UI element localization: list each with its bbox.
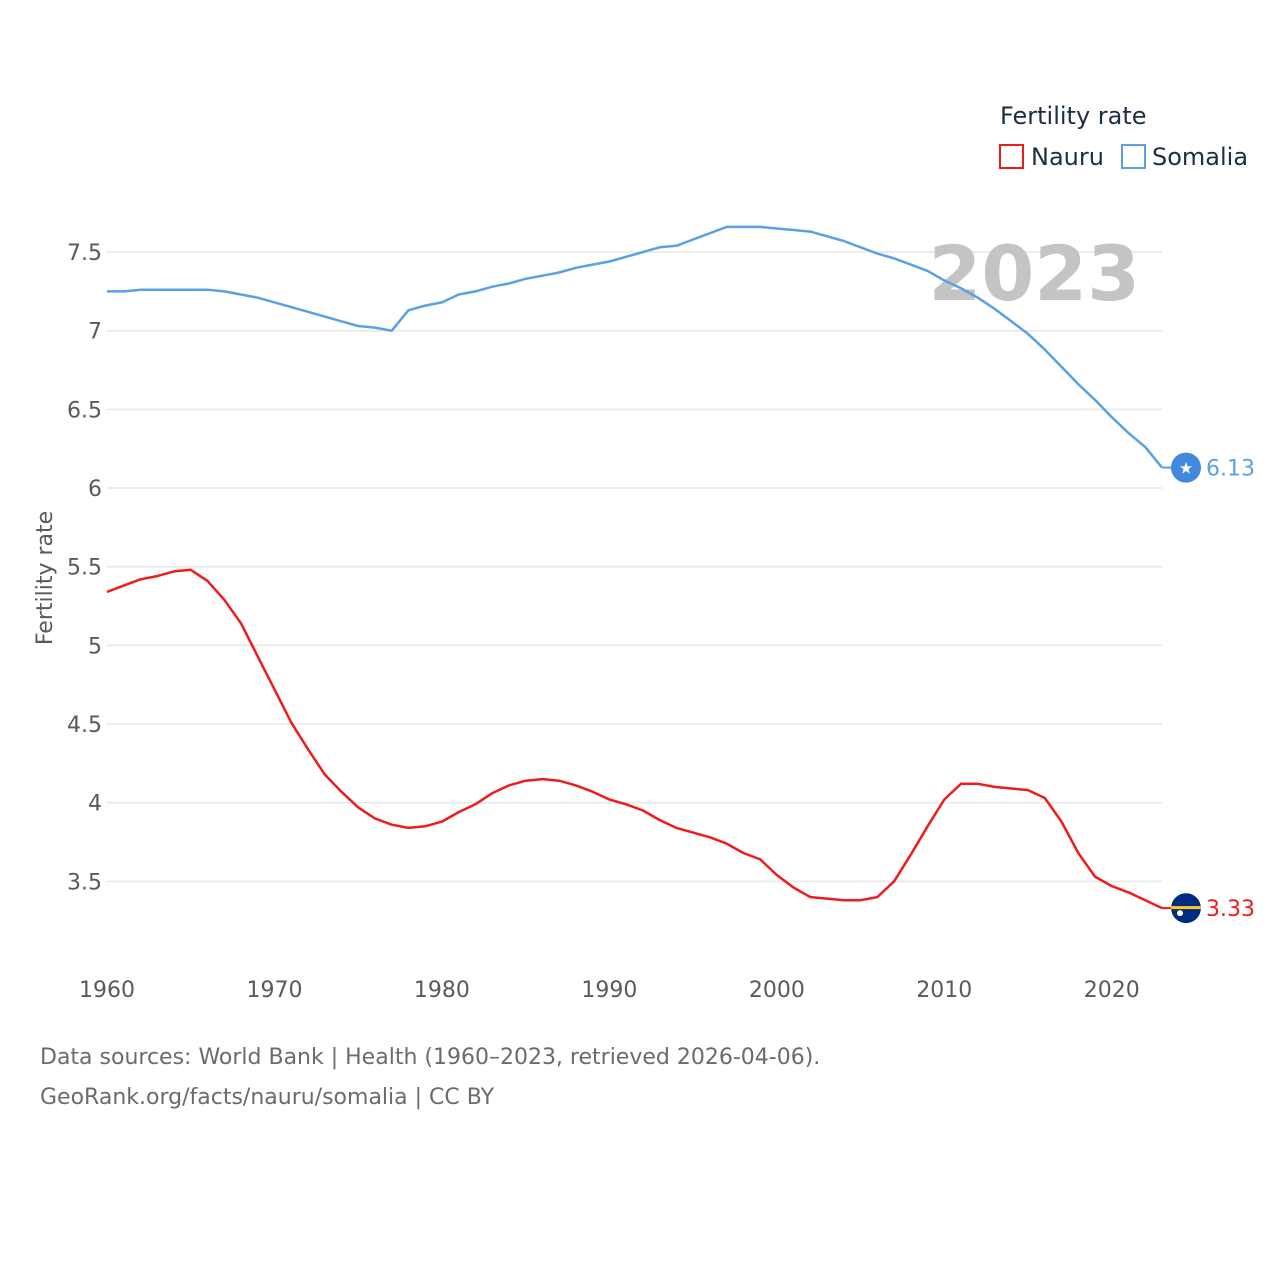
y-tick-label: 7 bbox=[88, 320, 102, 345]
x-tick-label: 1990 bbox=[581, 978, 637, 1003]
somalia-flag-star: ★ bbox=[1179, 459, 1193, 478]
nauru-flag-icon bbox=[1171, 893, 1201, 924]
year-label: 2023 bbox=[928, 229, 1140, 318]
somalia-flag-icon bbox=[1171, 452, 1201, 483]
x-tick-label: 1970 bbox=[246, 978, 302, 1003]
x-axis-ticks: 1960 1970 1980 1990 2000 2010 2020 bbox=[79, 978, 1140, 1003]
end-marker-somalia: ★ 6.13 bbox=[1171, 452, 1255, 483]
line-chart: 3.5 4 4.5 5 5.5 6 6.5 7 7.5 1960 1970 1980 1990 2000… bbox=[33, 102, 1255, 1003]
end-marker-nauru: 3.33 bbox=[1171, 893, 1255, 924]
end-label-nauru: 3.33 bbox=[1206, 897, 1255, 922]
data-sources: Data sources: World Bank | Health (1960–… bbox=[40, 1045, 821, 1070]
legend-swatch-somalia[interactable] bbox=[1121, 144, 1146, 169]
series-line-nauru[interactable] bbox=[106, 568, 1163, 910]
y-tick-label: 6 bbox=[88, 477, 102, 502]
y-tick-label: 6.5 bbox=[67, 398, 102, 423]
x-tick-label: 2020 bbox=[1084, 978, 1140, 1003]
end-label-somalia: 6.13 bbox=[1206, 457, 1255, 482]
legend-title: Fertility rate bbox=[1000, 102, 1147, 130]
legend: Fertility rate Nauru Somalia bbox=[999, 102, 1248, 171]
x-tick-label: 2010 bbox=[916, 978, 972, 1003]
x-tick-label: 2000 bbox=[749, 978, 805, 1003]
x-tick-label: 1960 bbox=[79, 978, 135, 1003]
y-tick-label: 5.5 bbox=[67, 556, 102, 581]
legend-swatch-nauru[interactable] bbox=[999, 144, 1024, 169]
y-tick-label: 5 bbox=[88, 634, 102, 659]
gridlines bbox=[107, 251, 1162, 883]
series-lines bbox=[106, 225, 1172, 910]
y-tick-label: 3.5 bbox=[67, 870, 102, 895]
series-line-somalia[interactable] bbox=[107, 225, 1163, 469]
y-axis-ticks: 3.5 4 4.5 5 5.5 6 6.5 7 7.5 bbox=[67, 241, 102, 895]
legend-label-somalia[interactable]: Somalia bbox=[1152, 143, 1248, 171]
source-credit-link[interactable]: GeoRank.org/facts/nauru/somalia | CC BY bbox=[40, 1085, 495, 1110]
x-tick-label: 1980 bbox=[414, 978, 470, 1003]
y-tick-label: 7.5 bbox=[67, 241, 102, 266]
y-tick-label: 4.5 bbox=[67, 713, 102, 738]
y-axis-label: Fertility rate bbox=[33, 511, 58, 645]
y-tick-label: 4 bbox=[88, 792, 102, 817]
legend-label-nauru[interactable]: Nauru bbox=[1031, 143, 1104, 171]
